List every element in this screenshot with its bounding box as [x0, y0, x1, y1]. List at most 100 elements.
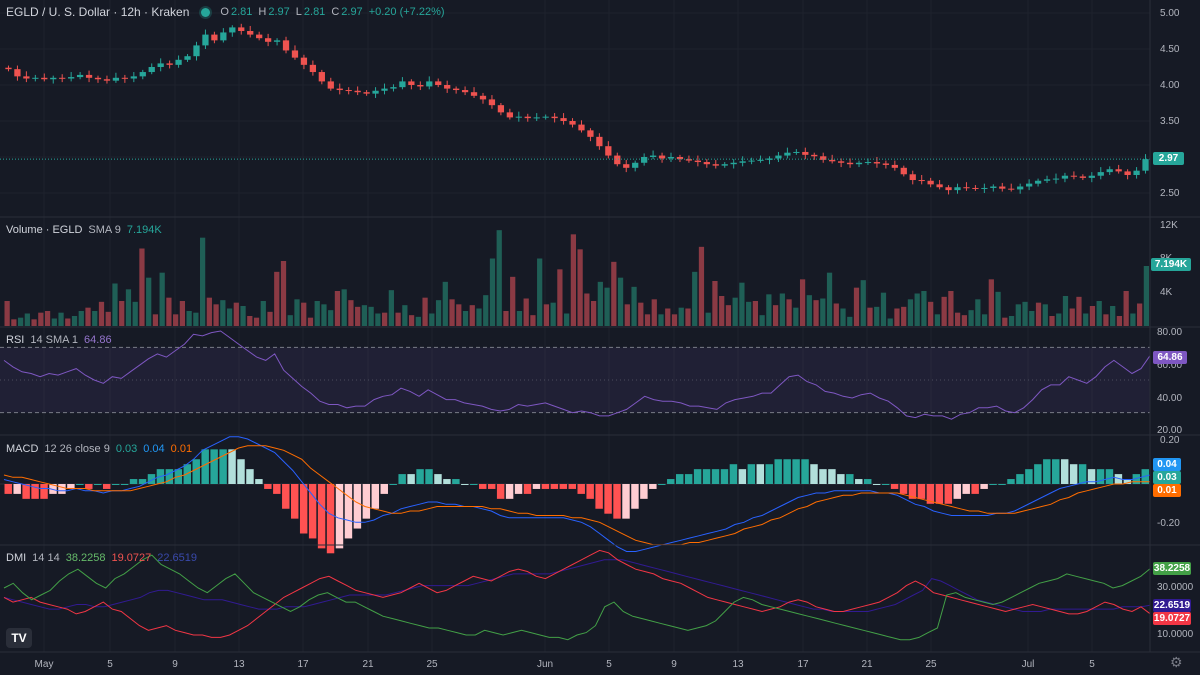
- candle-body: [1106, 169, 1113, 173]
- symbol-title[interactable]: EGLD / U. S. Dollar · 12h · Kraken: [6, 5, 190, 19]
- volume-bar: [469, 305, 475, 326]
- candle-body: [560, 118, 567, 121]
- volume-bar: [617, 277, 624, 326]
- volume-bar: [307, 317, 314, 326]
- candle-body: [1061, 175, 1069, 179]
- price-tick: 3.50: [1160, 116, 1180, 127]
- rsi-tick: 60.00: [1157, 360, 1183, 371]
- macd-histogram-bar: [828, 469, 836, 484]
- macd-params: 12 26 close 9: [44, 443, 110, 455]
- volume-bar: [961, 315, 967, 326]
- macd-pane[interactable]: [0, 436, 1151, 554]
- volume-bar: [550, 302, 556, 326]
- volume-bar: [429, 313, 435, 326]
- volume-bar: [422, 297, 428, 326]
- volume-bar: [78, 311, 84, 326]
- volume-bar: [772, 305, 779, 326]
- pane-separators[interactable]: [0, 0, 1200, 653]
- macd-histogram-bar: [299, 484, 308, 534]
- rsi-pane[interactable]: [0, 330, 1151, 420]
- dmi-legend[interactable]: DMI 14 14 38.2258 19.0727 22.6519: [6, 552, 197, 564]
- volume-bar: [530, 315, 536, 326]
- volume-bar: [361, 305, 368, 326]
- volume-bar: [786, 299, 792, 326]
- candle-body: [1017, 186, 1024, 190]
- gear-icon[interactable]: ⚙: [1170, 654, 1183, 670]
- macd-histogram-bar: [335, 484, 344, 549]
- macd-histogram-bar: [282, 484, 290, 509]
- volume-bar: [152, 314, 159, 326]
- macd-histogram-bar: [846, 474, 854, 484]
- macd-legend[interactable]: MACD 12 26 close 9 0.03 0.04 0.01: [6, 443, 192, 455]
- volume-bar: [11, 319, 17, 326]
- volume-bar: [125, 289, 132, 326]
- candle-body: [390, 87, 397, 89]
- volume-bar: [388, 290, 394, 326]
- macd-histogram-bar: [684, 474, 693, 484]
- candle-body: [139, 72, 146, 77]
- volume-legend[interactable]: Volume · EGLD SMA 9 7.194K: [6, 224, 162, 236]
- macd-line-tag: 0.04: [1153, 458, 1181, 471]
- volume-bar: [38, 312, 44, 326]
- macd-histogram-bar: [917, 484, 926, 499]
- macd-histogram-bar: [425, 469, 433, 484]
- volume-bar: [577, 249, 583, 326]
- macd-histogram-bar: [487, 484, 496, 489]
- volume-bar: [382, 312, 388, 326]
- candle-body: [5, 67, 12, 70]
- macd-histogram-bar: [1007, 479, 1015, 484]
- macd-histogram-bar: [219, 449, 227, 484]
- tradingview-logo-icon[interactable]: TV: [6, 628, 32, 648]
- low-label: L: [295, 6, 302, 18]
- dmi-pane[interactable]: [3, 549, 1151, 641]
- candle-body: [41, 77, 48, 80]
- macd-histogram-bar: [1060, 459, 1069, 484]
- volume-bar: [112, 283, 118, 326]
- volume-bar: [948, 291, 954, 326]
- macd-histogram-bar: [291, 484, 299, 519]
- candle-body: [667, 157, 675, 159]
- candle-body: [157, 63, 164, 67]
- dmi-plus-value: 38.2258: [65, 552, 106, 564]
- rsi-legend[interactable]: RSI 14 SMA 1 64.86: [6, 334, 112, 346]
- price-pane[interactable]: [0, 12, 1150, 195]
- candle-body: [1070, 175, 1078, 177]
- candle-body: [184, 56, 191, 60]
- macd-hist-tag: 0.03: [1153, 471, 1181, 484]
- candle-body: [676, 157, 684, 160]
- macd-histogram-bar: [514, 484, 523, 494]
- x-tick: 21: [861, 659, 873, 670]
- macd-histogram-bar: [102, 484, 111, 489]
- candle-body: [461, 90, 469, 93]
- candle-body: [229, 27, 236, 33]
- candle-body: [793, 151, 800, 153]
- volume-bar: [1002, 317, 1008, 326]
- macd-histogram-bar: [165, 469, 174, 484]
- candle-body: [1088, 175, 1095, 178]
- volume-bar: [139, 248, 145, 326]
- volume-bar: [779, 293, 785, 326]
- volume-bar: [860, 280, 866, 326]
- macd-histogram-bar: [1016, 474, 1024, 484]
- volume-bar: [638, 302, 644, 326]
- last-price-tag: 2.97: [1153, 152, 1184, 165]
- volume-bar: [146, 277, 152, 326]
- dmi-adx-value: 22.6519: [157, 552, 197, 564]
- candle-body: [202, 34, 209, 46]
- candle-body: [211, 34, 218, 41]
- volume-bar: [867, 307, 873, 326]
- volume-pane[interactable]: [4, 230, 1150, 326]
- price-tick: 4.50: [1160, 44, 1180, 55]
- macd-histogram-bar: [586, 484, 594, 499]
- volume-bar: [543, 304, 550, 326]
- high-label: H: [258, 6, 267, 18]
- volume-bar: [799, 279, 806, 326]
- macd-histogram-bar: [434, 474, 442, 484]
- candle-body: [820, 156, 827, 160]
- volume-bar: [119, 301, 125, 326]
- volume-bar: [1089, 306, 1096, 326]
- candle-body: [273, 40, 281, 42]
- candle-body: [846, 162, 854, 165]
- market-status-icon[interactable]: [201, 7, 211, 17]
